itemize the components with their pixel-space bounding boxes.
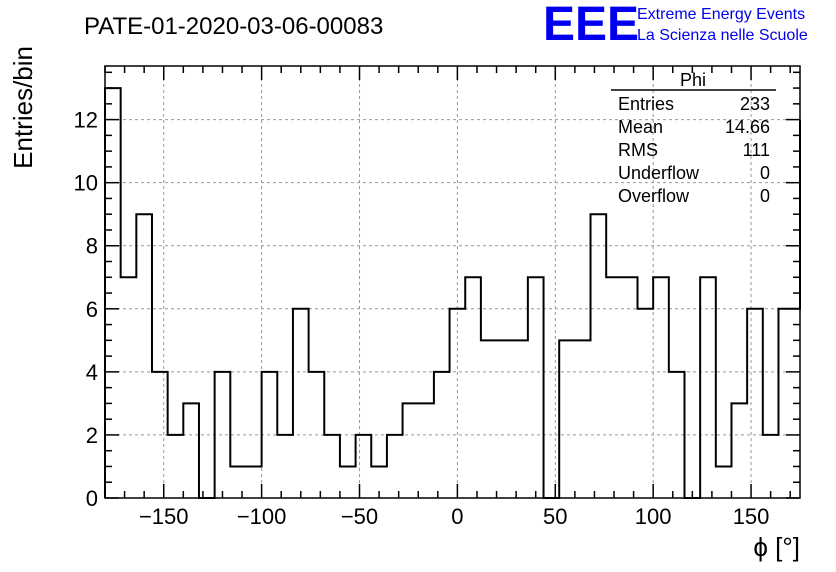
plot-frame [104,65,801,499]
stats-label-mean: Mean [618,117,663,137]
logo-mark: EEE [543,0,639,51]
y-tick-labels: 0 2 4 6 8 10 12 [74,108,98,511]
chart-title: PATE-01-2020-03-06-00083 [84,13,383,40]
stats-value-rms: 111 [743,140,770,160]
grid-lines [105,66,800,498]
stats-value-mean: 14.66 [725,117,770,137]
y-tick-label: 8 [86,234,98,259]
stats-value-entries: 233 [740,94,770,114]
stats-value-overflow: 0 [760,186,770,206]
x-tick-label: −150 [139,504,189,529]
stats-label-entries: Entries [618,94,674,114]
y-tick-label: 10 [74,171,98,196]
axis-ticks [104,66,800,499]
x-tick-label: 100 [635,504,672,529]
y-tick-label: 0 [86,486,98,511]
stats-title: Phi [680,70,706,90]
logo-line1: Extreme Energy Events [637,6,805,23]
x-tick-label: 150 [733,504,770,529]
y-axis-title: Entries/bin [8,46,38,169]
stats-label-rms: RMS [618,140,658,160]
stats-value-underflow: 0 [760,163,770,183]
x-tick-label: −50 [341,504,378,529]
x-tick-label: −100 [237,504,287,529]
x-axis-title: ϕ [°] [753,532,800,562]
histogram-outline [104,87,801,499]
stats-label-underflow: Underflow [618,163,700,183]
stats-box: Phi Entries 233 Mean 14.66 RMS 111 Under… [611,70,776,206]
stats-label-overflow: Overflow [618,186,690,206]
y-tick-label: 4 [86,360,98,385]
eee-logo: EEE Extreme Energy Events La Scienza nel… [543,0,808,51]
y-tick-label: 6 [86,297,98,322]
y-tick-label: 2 [86,423,98,448]
x-tick-labels: −150 −100 −50 0 50 100 150 [139,504,769,529]
x-tick-label: 50 [543,504,567,529]
y-tick-label: 12 [74,108,98,133]
x-tick-label: 0 [451,504,463,529]
logo-line2: La Scienza nelle Scuole [637,27,808,44]
